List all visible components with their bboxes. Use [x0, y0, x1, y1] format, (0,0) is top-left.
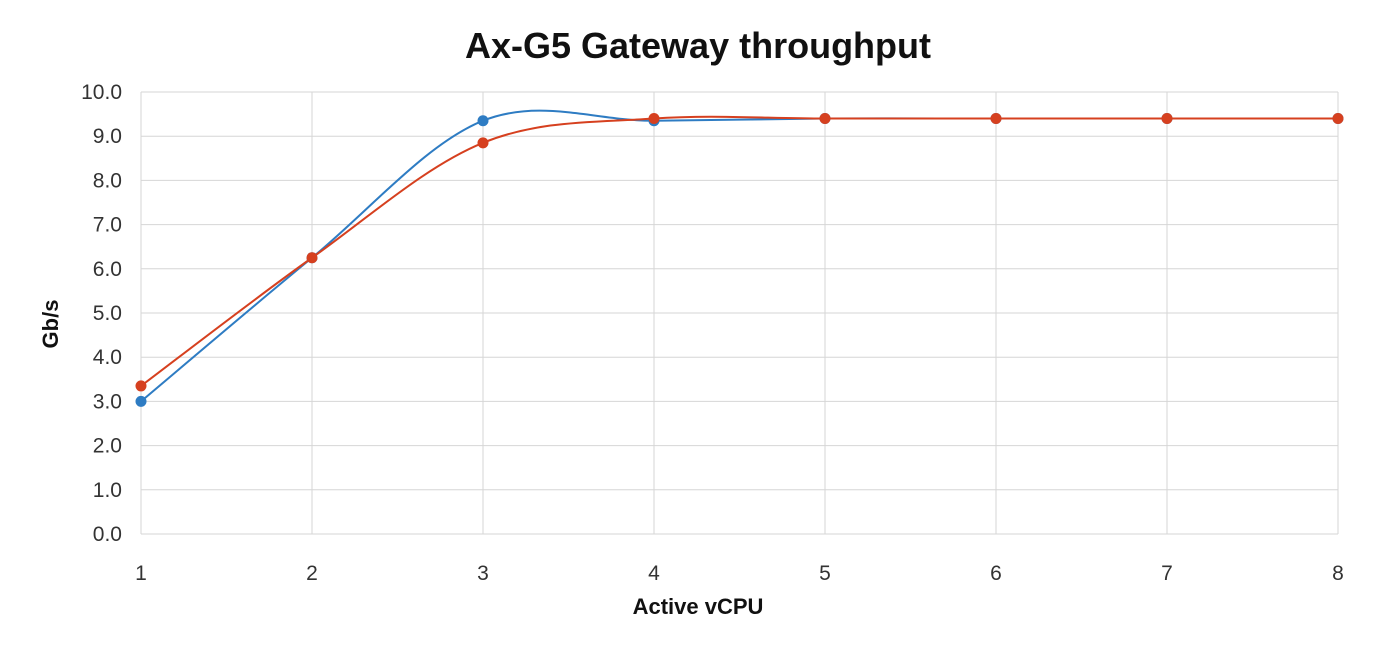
x-axis-ticks: 1 2 3 4 5 6 7 8	[135, 562, 1344, 585]
x-tick-label: 3	[477, 562, 489, 585]
y-tick-label: 5.0	[93, 302, 122, 325]
series-2-point	[306, 252, 318, 264]
series-1-point	[477, 115, 489, 127]
series-1-point	[135, 395, 147, 407]
x-tick-label: 1	[135, 562, 147, 585]
x-tick-label: 7	[1161, 562, 1173, 585]
y-tick-label: 8.0	[93, 169, 122, 192]
y-axis-ticks: 0.0 1.0 2.0 3.0 4.0 5.0 6.0 7.0 8.0 9.0 10.0	[81, 81, 122, 546]
series-line-2	[140, 115, 1338, 387]
x-tick-label: 6	[990, 562, 1002, 585]
series-2-point	[1161, 113, 1173, 125]
series-2-point	[135, 380, 147, 392]
y-tick-label: 1.0	[93, 479, 122, 502]
y-tick-label: 7.0	[93, 214, 122, 237]
x-tick-label: 5	[819, 562, 831, 585]
x-tick-label: 2	[306, 562, 318, 585]
series-2-point	[819, 113, 831, 125]
x-tick-label: 8	[1332, 562, 1344, 585]
y-tick-label: 2.0	[93, 435, 122, 458]
y-tick-label: 4.0	[93, 346, 122, 369]
series-2-point	[648, 113, 660, 125]
series-2-point	[990, 113, 1002, 125]
grid	[140, 91, 1339, 535]
series-group	[135, 109, 1344, 407]
y-tick-label: 10.0	[81, 81, 122, 104]
y-tick-label: 0.0	[93, 523, 122, 546]
y-tick-label: 9.0	[93, 125, 122, 148]
x-axis-label: Active vCPU	[633, 594, 764, 619]
series-2-point	[1332, 113, 1344, 125]
y-axis-label: Gb/s	[38, 300, 63, 349]
y-tick-label: 3.0	[93, 390, 122, 413]
y-tick-label: 6.0	[93, 258, 122, 281]
chart-title: Ax-G5 Gateway throughput	[465, 25, 931, 66]
x-tick-label: 4	[648, 562, 660, 585]
series-2-point	[477, 137, 489, 149]
series-line-1	[140, 109, 1338, 403]
